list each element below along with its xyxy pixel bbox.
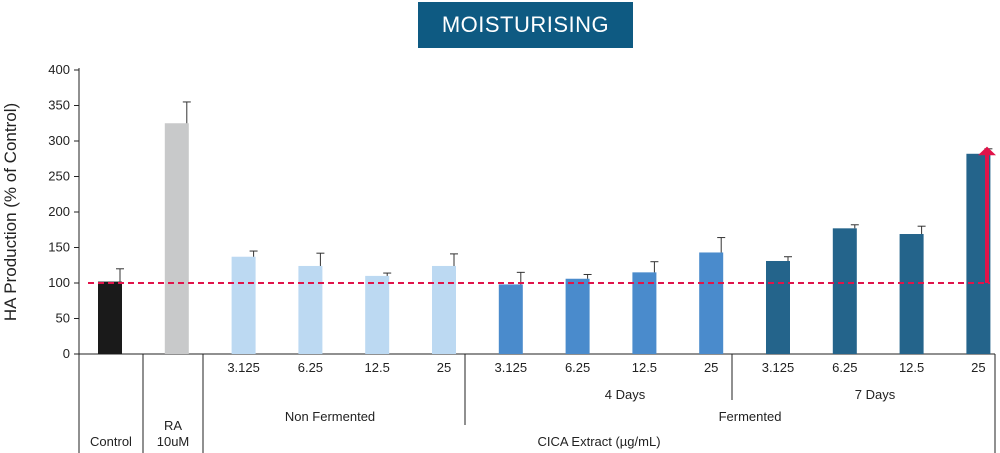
x-tick-label: 12.5 [899, 360, 924, 375]
y-axis-label: HA Production (% of Control) [1, 103, 20, 321]
category-label-ra-line2: 10uM [157, 434, 190, 449]
chart-title: MOISTURISING [418, 2, 633, 48]
x-tick-label: 25 [704, 360, 718, 375]
category-label-7-days: 7 Days [855, 387, 896, 402]
y-tick-label: 400 [48, 62, 70, 77]
x-tick-label: 6.25 [832, 360, 857, 375]
x-tick-label: 6.25 [298, 360, 323, 375]
bar [432, 265, 456, 354]
x-tick-label: 3.125 [227, 360, 260, 375]
bar [298, 265, 323, 354]
y-tick-label: 50 [56, 311, 70, 326]
y-tick-label: 300 [48, 133, 70, 148]
x-tick-label: 3.125 [762, 360, 795, 375]
x-tick-label: 12.5 [632, 360, 657, 375]
bar [565, 278, 590, 354]
bar [632, 272, 657, 354]
increase-arrow-icon [978, 146, 996, 156]
bar [899, 234, 924, 354]
y-tick-label: 200 [48, 204, 70, 219]
bar [365, 275, 390, 354]
category-label-cica-extract: CICA Extract (µg/mL) [537, 434, 660, 449]
bar [832, 228, 857, 354]
x-tick-label: 12.5 [365, 360, 390, 375]
x-tick-label: 3.125 [495, 360, 528, 375]
category-label-ra-line1: RA [164, 418, 182, 433]
bar [98, 281, 122, 354]
bar [766, 260, 790, 354]
y-tick-label: 150 [48, 240, 70, 255]
y-tick-label: 0 [63, 346, 70, 361]
x-tick-label: 6.25 [565, 360, 590, 375]
category-label-non-fermented: Non Fermented [285, 409, 375, 424]
category-label-fermented: Fermented [719, 409, 782, 424]
y-tick-label: 100 [48, 275, 70, 290]
bar [164, 123, 189, 354]
x-tick-label: 25 [437, 360, 451, 375]
category-label-4-days: 4 Days [605, 387, 646, 402]
category-label-control: Control [90, 434, 132, 449]
bar [699, 252, 724, 354]
y-tick-label: 250 [48, 169, 70, 184]
bar [231, 256, 256, 354]
x-tick-label: 25 [971, 360, 985, 375]
y-tick-label: 350 [48, 98, 70, 113]
bar [498, 284, 523, 354]
